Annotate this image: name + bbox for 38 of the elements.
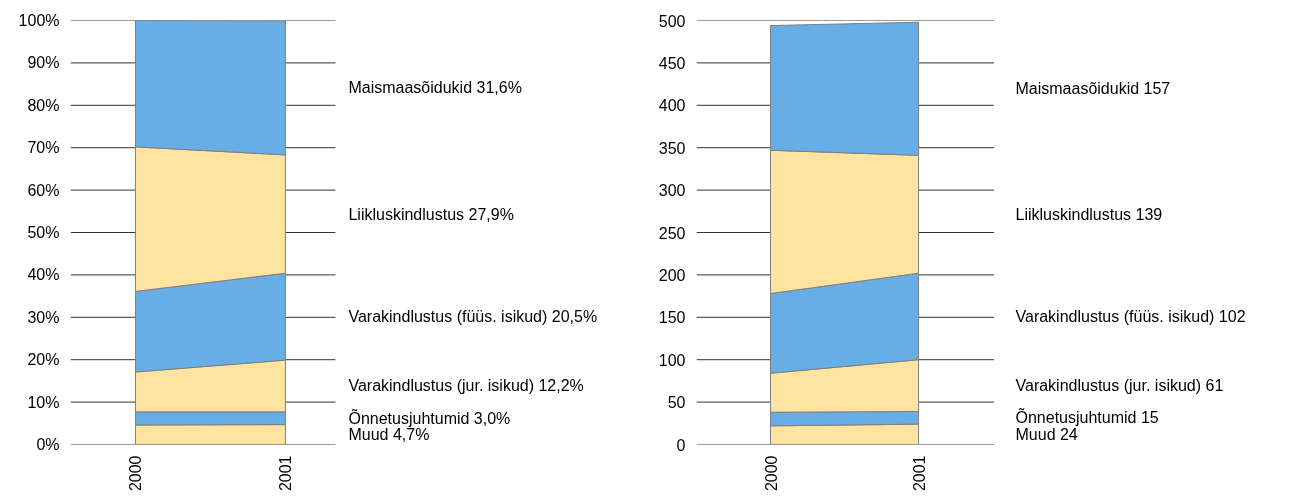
text: Maismaasõidukid 31,6% <box>348 79 522 97</box>
text: Varakindlustus (jur. isikud) 61 <box>1015 377 1224 395</box>
y-tick-label: 100 <box>658 351 686 369</box>
text: Liikluskindlustus 139 <box>1015 205 1163 223</box>
text: Õnnetusjuhtumid 3,0% <box>348 407 511 427</box>
y-tick-label: 150 <box>658 309 686 327</box>
y-tick-label: 0 <box>676 436 686 454</box>
y-tick-label: 50 <box>667 394 686 412</box>
x-tick-label: 2001 <box>910 455 928 492</box>
text: Õnnetusjuhtumid 15 <box>1015 407 1159 427</box>
y-tick-label: 250 <box>658 224 686 242</box>
x-tick-label: 2000 <box>762 455 780 492</box>
y-tick-label: 90% <box>27 54 60 72</box>
text: Maismaasõidukid 157 <box>1015 80 1171 98</box>
y-tick-label: 80% <box>27 96 60 114</box>
y-tick-label: 500 <box>658 12 686 30</box>
y-tick-label: 100% <box>18 12 60 29</box>
text: Muud 4,7% <box>348 426 430 444</box>
y-tick-label: 200 <box>658 266 686 284</box>
text: Muud 24 <box>1015 425 1078 443</box>
y-tick-label: 70% <box>27 139 60 157</box>
y-tick-label: 450 <box>658 54 686 72</box>
text: Varakindlustus (füüs. isikud) 20,5% <box>348 308 598 326</box>
x-tick-label: 2001 <box>277 455 295 492</box>
y-tick-label: 30% <box>27 308 60 326</box>
y-tick-label: 400 <box>658 97 686 115</box>
y-tick-label: 350 <box>658 139 686 157</box>
x-tick-label: 2000 <box>127 455 145 492</box>
text: Liikluskindlustus 27,9% <box>348 205 514 223</box>
text: Varakindlustus (füüs. isikud) 102 <box>1015 307 1246 325</box>
y-tick-label: 20% <box>27 351 60 369</box>
y-tick-label: 0% <box>36 436 60 453</box>
y-tick-label: 40% <box>27 266 60 284</box>
y-tick-label: 60% <box>27 181 60 199</box>
text: Varakindlustus (jur. isikud) 12,2% <box>348 377 584 395</box>
y-tick-label: 300 <box>658 182 686 200</box>
y-tick-label: 50% <box>27 224 60 241</box>
y-tick-label: 10% <box>27 393 60 411</box>
